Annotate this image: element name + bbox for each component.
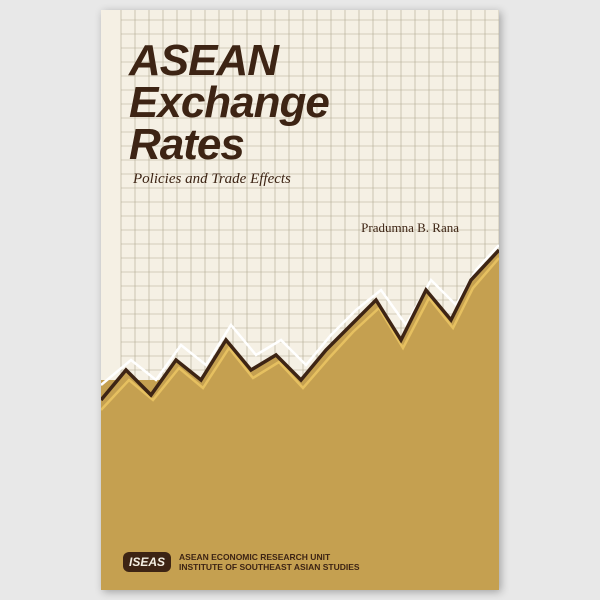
subtitle: Policies and Trade Effects [133, 171, 329, 188]
book-cover: ASEAN Exchange Rates Policies and Trade … [101, 10, 499, 590]
title-line-1: ASEAN [129, 40, 329, 82]
publisher-block: ISEAS ASEAN ECONOMIC RESEARCH UNIT INSTI… [123, 552, 477, 572]
title-line-3: Rates [129, 124, 329, 166]
line-chart [101, 240, 499, 440]
author-name: Pradumna B. Rana [361, 220, 459, 236]
publisher-text: ASEAN ECONOMIC RESEARCH UNIT INSTITUTE O… [179, 552, 360, 572]
title-block: ASEAN Exchange Rates Policies and Trade … [129, 40, 329, 188]
publisher-line-2: INSTITUTE OF SOUTHEAST ASIAN STUDIES [179, 562, 360, 572]
title-line-2: Exchange [129, 82, 329, 124]
main-title: ASEAN Exchange Rates [129, 40, 329, 165]
publisher-logo: ISEAS [123, 552, 171, 572]
publisher-line-1: ASEAN ECONOMIC RESEARCH UNIT [179, 552, 360, 562]
